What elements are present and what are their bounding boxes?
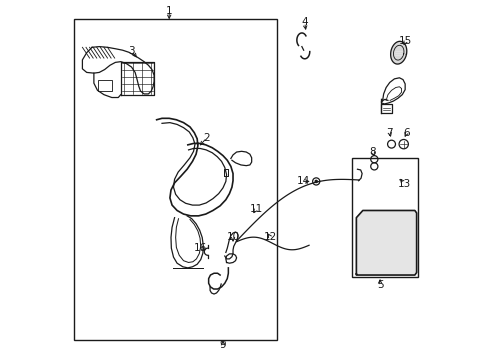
Text: 13: 13 [397, 179, 410, 189]
Text: 4: 4 [301, 17, 307, 27]
Text: 9: 9 [219, 340, 226, 350]
Text: 14: 14 [296, 176, 310, 186]
Polygon shape [390, 41, 406, 64]
Text: 6: 6 [403, 128, 409, 138]
Text: 16: 16 [194, 243, 207, 253]
Text: 12: 12 [263, 232, 276, 242]
Text: 7: 7 [386, 128, 392, 138]
Text: 10: 10 [226, 232, 239, 242]
Text: 3: 3 [128, 46, 135, 56]
Text: 2: 2 [203, 133, 210, 143]
Text: 15: 15 [398, 36, 412, 46]
Polygon shape [356, 211, 416, 275]
Text: 11: 11 [249, 204, 262, 215]
Text: 8: 8 [369, 147, 375, 157]
Bar [98, 80, 112, 91]
Bar [351, 158, 418, 277]
Circle shape [314, 180, 317, 183]
Bar [74, 19, 276, 339]
Text: 5: 5 [376, 280, 383, 290]
Text: 1: 1 [165, 6, 172, 16]
